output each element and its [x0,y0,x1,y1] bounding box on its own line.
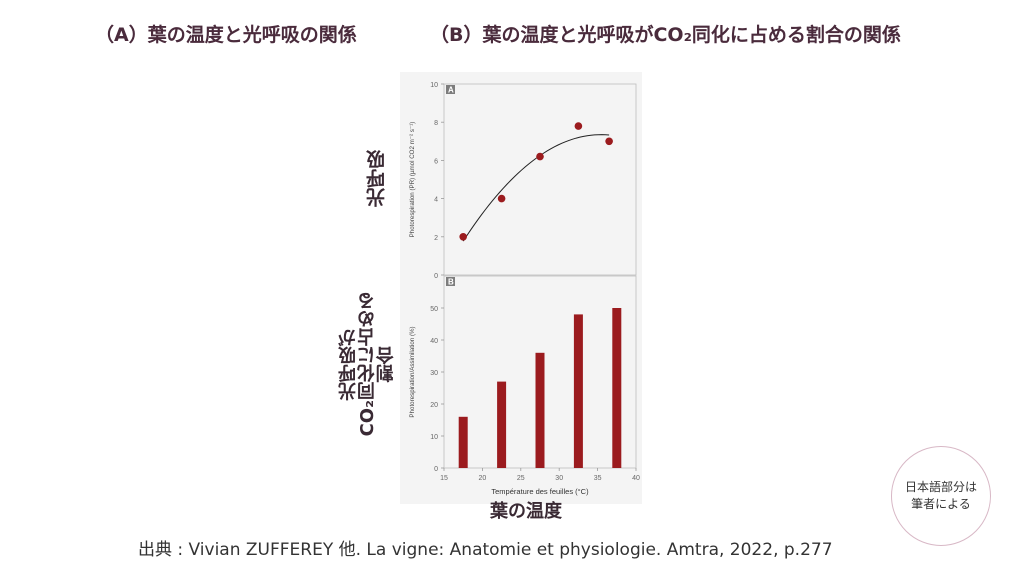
panel-b-bar [497,381,507,468]
panel-b-tick-label: 0 [434,466,438,473]
panel-b-bar [612,308,622,468]
panel-a-tick-label: 10 [430,82,438,89]
heading-b: （B）葉の温度と光呼吸がCO₂同化に占める割合の関係 [430,24,901,46]
panel-b-badge-letter: B [448,278,454,287]
panel-a-point [605,137,613,146]
note-bubble: 日本語部分は 筆者による [891,446,991,546]
source-citation: 出典 : Vivian ZUFFEREY 他. La vigne: Anatom… [138,540,833,560]
panel-b-bar [458,416,468,468]
heading-a: （A）葉の温度と光呼吸の関係 [95,24,357,46]
panel-b-xtick-label: 25 [517,475,525,482]
panel-b-badge [446,277,455,286]
panel-a-tick-label: 8 [434,120,438,127]
panel-a-point [459,233,467,241]
panel-a-point [574,122,583,130]
panel-b-xlabel: Température des feuilles (°C) [491,487,589,496]
panel-a-point [536,152,544,161]
panel-a-ylabel: Photorespiration (PR) (µmol CO2 m⁻² s⁻¹) [409,122,416,238]
panel-b-tick-label: 30 [430,370,438,377]
panel-b-xtick-label: 20 [479,475,487,482]
note-line2: 筆者による [911,497,971,511]
jp-label-ratio-line1: 光呼吸が [338,328,359,401]
chart-svg: A 0 2 4 6 8 10 Photorespiration (PR) (µmol CO2 … [409,82,640,496]
panel-b-tick-label: 50 [430,306,438,313]
panel-a-tick-label: 6 [434,158,438,165]
panel-b-tick-label: 20 [430,402,438,409]
panel-a-badge [446,85,455,94]
jp-label-ratio: 光呼吸が CO₂同化に占める 割合 [338,292,397,437]
note-line1: 日本語部分は [904,479,977,494]
panel-a-badge-letter: A [448,86,454,95]
panel-b-xtick-label: 15 [440,475,448,482]
panel-b-xtick-label: 35 [594,475,602,482]
jp-label-photorespiration: 光呼吸 [366,150,388,207]
panel-a-trendline [462,134,610,242]
panel-b-xtick-label: 40 [632,475,640,482]
panel-b-tick-label: 40 [430,338,438,345]
panel-a-frame [443,83,637,276]
panel-b-ylabel: Photorespiration/Assimilation (%) [409,326,416,417]
panel-a-tick-label: 4 [434,197,438,204]
panel-a-tick-label: 0 [434,273,438,280]
panel-b-tick-label: 10 [430,434,438,441]
panel-b-xtick-label: 30 [555,475,563,482]
panel-b-bar [573,314,583,468]
jp-label-temperature: 葉の温度 [490,501,562,522]
panel-a-point [497,194,506,203]
panel-b-bar [535,352,545,468]
panel-a-tick-label: 2 [434,235,438,242]
figure-panel: A 0 2 4 6 8 10 Photorespiration (PR) (µmol CO2 … [400,72,642,504]
jp-label-ratio-line3: 割合 [375,346,397,383]
jp-label-ratio-line2: CO₂同化に占める [356,292,378,437]
